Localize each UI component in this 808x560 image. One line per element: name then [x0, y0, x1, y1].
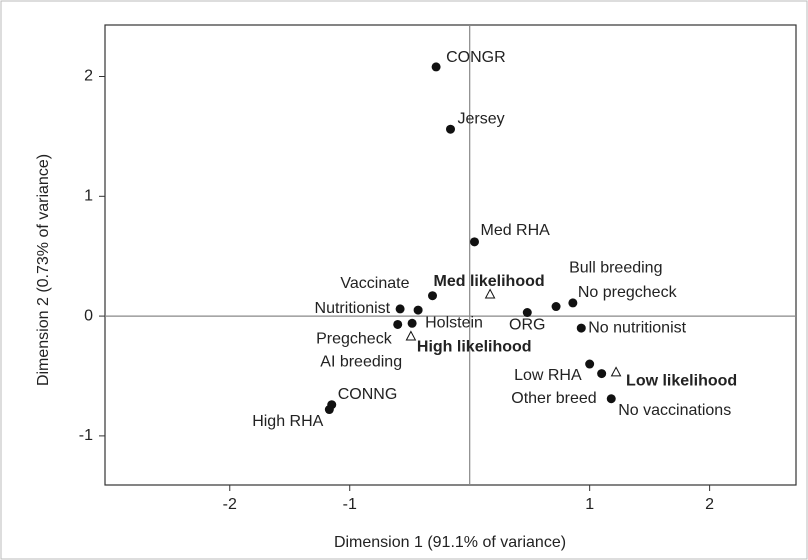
point: [446, 124, 455, 134]
point-label: CONGR: [446, 49, 506, 66]
point: [395, 304, 405, 314]
x-tick-label: -1: [343, 496, 357, 513]
y-axis-label: Dimension 2 (0.73% of variance): [35, 154, 52, 386]
point: [469, 237, 479, 247]
point-label: Pregcheck: [316, 331, 393, 348]
point: [576, 323, 586, 333]
x-tick-label: 1: [585, 496, 594, 513]
point-label: AI breeding: [320, 354, 402, 371]
point: [413, 305, 423, 315]
point: [606, 394, 616, 404]
point: [522, 308, 532, 317]
point: [393, 319, 403, 329]
x-tick-label: -2: [223, 496, 237, 513]
point-label: Other breed: [511, 390, 596, 407]
y-tick-label: -1: [79, 427, 93, 444]
triangle-point: [484, 288, 496, 299]
point: [324, 405, 334, 415]
triangle-point: [610, 366, 622, 377]
point: [551, 302, 561, 312]
point-label: No vaccinations: [618, 402, 731, 419]
point: [431, 62, 441, 72]
point-label: High likelihood: [417, 339, 532, 356]
point-label: Med RHA: [480, 222, 550, 239]
point-label: Vaccinate: [340, 275, 409, 292]
point: [597, 369, 607, 379]
plot-frame: [104, 24, 797, 486]
point: [568, 298, 578, 308]
point-label: High RHA: [252, 413, 323, 430]
point-label: No pregcheck: [578, 284, 678, 301]
point: [585, 359, 595, 369]
x-tick-label: 2: [705, 496, 714, 513]
point-label: CONNG: [338, 386, 398, 403]
point-label: Bull breeding: [569, 260, 662, 277]
x-axis-label: Dimension 1 (91.1% of variance): [334, 534, 566, 551]
point-label: Nutritionist: [315, 300, 391, 317]
point-label: ORG: [509, 317, 545, 334]
point: [428, 291, 438, 301]
point-label: Med likelihood: [434, 273, 545, 290]
triangle-point: [405, 330, 417, 341]
point-label: Low RHA: [514, 367, 582, 384]
y-tick-label: 1: [84, 188, 93, 205]
point-label: Jersey: [458, 110, 505, 127]
point-label: No nutritionist: [588, 319, 686, 336]
point-label: Holstein: [425, 314, 483, 331]
point-label: Low likelihood: [626, 373, 737, 390]
y-tick-label: 0: [84, 307, 93, 324]
point: [407, 318, 417, 328]
y-tick-label: 2: [84, 68, 93, 85]
